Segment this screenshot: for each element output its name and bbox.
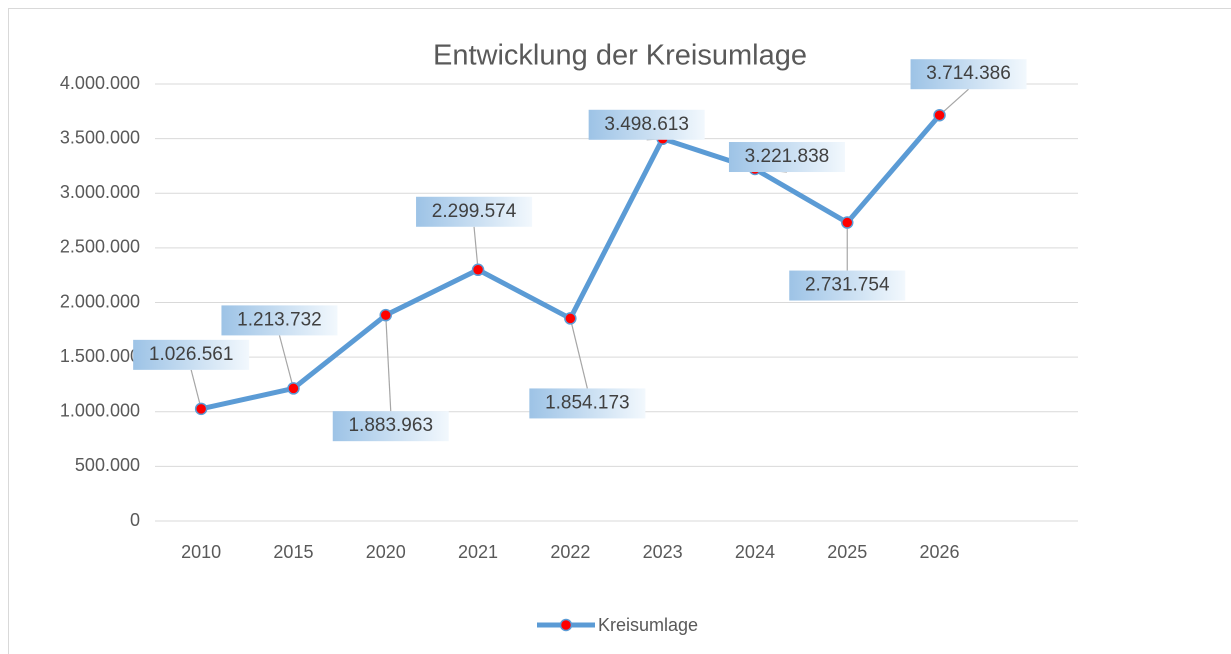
y-tick-label: 4.000.000 xyxy=(60,73,140,93)
data-label: 3.498.613 xyxy=(604,114,689,135)
x-tick-label: 2023 xyxy=(643,542,683,562)
y-tick-label: 2.000.000 xyxy=(60,291,140,311)
data-label-box xyxy=(133,339,250,370)
y-tick-label: 1.500.000 xyxy=(60,346,140,366)
data-label-box xyxy=(332,411,449,442)
y-tick-label: 0 xyxy=(130,510,140,530)
leader-line xyxy=(190,369,202,409)
data-label: 2.731.754 xyxy=(805,275,890,296)
data-label-box xyxy=(416,196,533,227)
data-label: 3.221.838 xyxy=(745,146,830,167)
data-label: 2.299.574 xyxy=(432,201,517,222)
y-tick-label: 500.000 xyxy=(75,455,140,475)
legend-label: Kreisumlage xyxy=(598,615,698,635)
data-label-box xyxy=(221,305,338,336)
data-label: 1.213.732 xyxy=(237,309,322,330)
marker xyxy=(933,108,946,122)
data-label-box xyxy=(588,109,705,140)
y-tick-label: 2.500.000 xyxy=(60,237,140,257)
leader-line xyxy=(939,88,969,116)
legend-marker xyxy=(559,618,573,632)
data-label: 1.883.963 xyxy=(348,415,433,436)
leader-line xyxy=(278,335,295,389)
x-tick-label: 2021 xyxy=(458,542,498,562)
x-tick-label: 2022 xyxy=(550,542,590,562)
leader-line xyxy=(569,318,588,389)
marker xyxy=(379,308,392,322)
marker xyxy=(564,312,577,325)
y-tick-label: 1.000.000 xyxy=(60,401,140,421)
y-tick-label: 3.500.000 xyxy=(60,127,140,147)
chart-title: Entwicklung der Kreisumlage xyxy=(433,40,807,72)
x-tick-label: 2015 xyxy=(273,542,313,562)
leader-line xyxy=(385,315,392,412)
data-label-box xyxy=(910,59,1027,90)
data-label: 3.714.386 xyxy=(926,63,1011,84)
data-label: 1.854.173 xyxy=(545,392,630,413)
marker xyxy=(287,382,300,395)
data-label: 1.026.561 xyxy=(149,344,234,365)
x-tick-label: 2025 xyxy=(827,542,867,562)
y-tick-label: 3.000.000 xyxy=(60,182,140,202)
x-tick-label: 2024 xyxy=(735,542,775,562)
data-label-box xyxy=(728,142,845,173)
x-tick-label: 2020 xyxy=(366,542,406,562)
marker xyxy=(841,216,854,229)
x-tick-label: 2010 xyxy=(181,542,221,562)
marker xyxy=(194,402,208,416)
leader-line xyxy=(473,226,479,270)
marker xyxy=(471,263,485,277)
data-label-box xyxy=(529,388,646,419)
data-label-box xyxy=(789,270,906,301)
x-tick-label: 2026 xyxy=(920,542,960,562)
